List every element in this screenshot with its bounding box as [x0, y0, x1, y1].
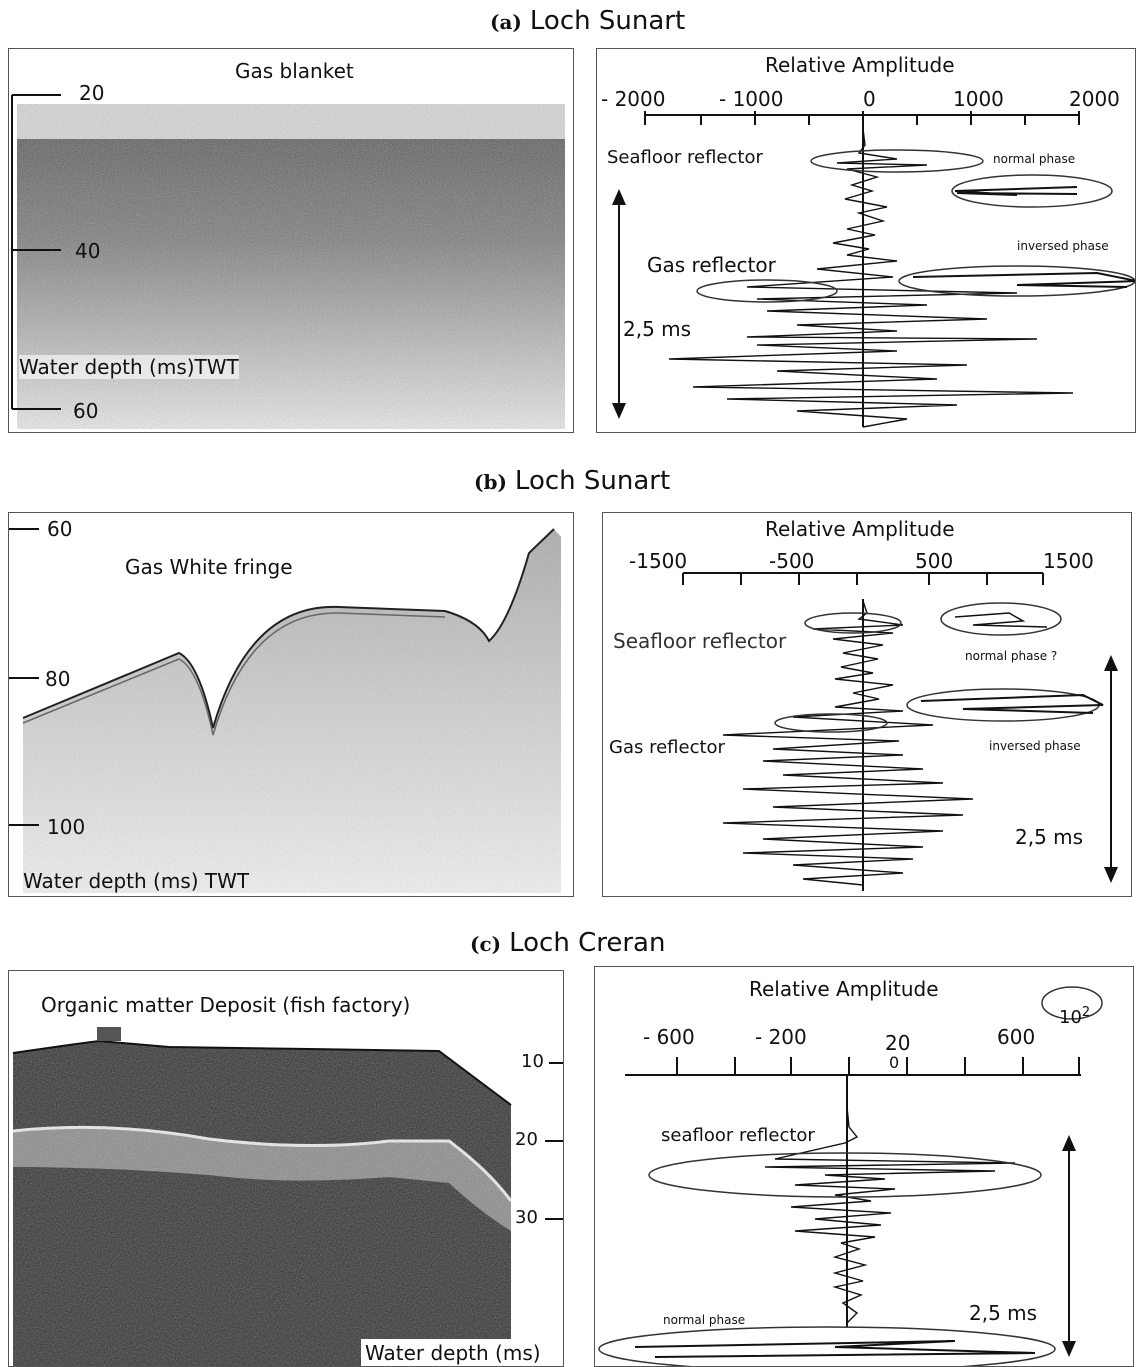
panel-a-amp-tick-5: 2000 — [1069, 87, 1120, 111]
panel-c-amp-tick-3: 20 — [885, 1031, 911, 1055]
panel-b-depth-axis-label: Water depth (ms) TWT — [23, 869, 250, 893]
panel-a-normal-phase-label: normal phase — [993, 152, 1076, 166]
panel-a-amp-tick-2: - 1000 — [719, 87, 784, 111]
panel-a-depth-tick-3: 60 — [73, 399, 99, 423]
panel-c-depth-tick-2: 20 — [515, 1129, 538, 1150]
panel-c-amp-tick-5: 600 — [997, 1025, 1036, 1049]
panel-a-amplitude-title: Relative Amplitude — [765, 53, 955, 77]
panel-a-letter: (a) — [490, 10, 522, 34]
panel-c-feature-label: Organic matter Deposit (fish factory) — [41, 993, 411, 1017]
panel-b-amplitude-graphic — [682, 572, 1118, 891]
panel-b-location: Loch Sunart — [514, 466, 671, 496]
panel-b-amp-tick-1: -1500 — [629, 549, 688, 573]
panel-b-depth-tick-1: 60 — [47, 517, 73, 541]
panel-c-amp-tick-4: 0 — [889, 1053, 900, 1072]
panel-b-amp-tick-4: 1500 — [1043, 549, 1094, 573]
panel-c-location: Loch Creran — [509, 928, 666, 958]
panel-a-amplitude-plot: Relative Amplitude - 2000 - 1000 0 1000 … — [596, 48, 1136, 433]
panel-c-amplitude-title: Relative Amplitude — [749, 977, 939, 1001]
panel-b-depth-tick-3: 100 — [47, 815, 86, 839]
panel-a-profile-image — [11, 94, 565, 429]
panel-c-amp-tick-2: - 200 — [755, 1025, 807, 1049]
panel-a-depth-tick-1: 20 — [79, 81, 105, 105]
panel-a-inversed-phase-label: inversed phase — [1017, 239, 1109, 253]
panel-a-gas-label: Gas reflector — [647, 253, 776, 277]
panel-c-amplitude-plot: Relative Amplitude 102 - 600 - 200 20 0 … — [594, 966, 1134, 1367]
panel-a-amplitude-graphic — [612, 111, 1135, 428]
panel-a-amp-tick-1: - 2000 — [601, 87, 666, 111]
panel-a-title: (a) Loch Sunart — [490, 6, 685, 36]
panel-c-scale-label: 102 — [1059, 1005, 1090, 1028]
panel-b-seismic-profile: 60 80 100 Gas White fringe Water depth (… — [8, 512, 574, 897]
panel-a-amp-tick-4: 1000 — [953, 87, 1004, 111]
panel-b-gas-label: Gas reflector — [609, 737, 725, 758]
panel-b-profile-image — [9, 528, 561, 893]
panel-a-amp-tick-3: 0 — [863, 87, 876, 111]
panel-c-depth-tick-1: 10 — [521, 1051, 544, 1072]
panel-c-seafloor-label: seafloor reflector — [661, 1125, 815, 1146]
panel-c-seismic-profile: Organic matter Deposit (fish factory) 10… — [8, 970, 564, 1367]
panel-b-amp-tick-3: 500 — [915, 549, 954, 573]
panel-b-seafloor-label: Seafloor reflector — [613, 629, 787, 653]
panel-b-normal-phase-label: normal phase ? — [965, 649, 1058, 663]
panel-a-location: Loch Sunart — [529, 6, 686, 36]
panel-b-amplitude-title: Relative Amplitude — [765, 517, 955, 541]
panel-a-feature-label: Gas blanket — [235, 59, 354, 83]
panel-b-time-scale-label: 2,5 ms — [1015, 825, 1084, 849]
panel-b-inversed-phase-label: inversed phase — [989, 739, 1081, 753]
panel-b-title: (b) Loch Sunart — [474, 466, 670, 496]
panel-a-seismic-profile: Gas blanket 20 40 60 Water depth (ms)TWT — [8, 48, 574, 433]
panel-c-depth-tick-3: 30 — [515, 1207, 538, 1228]
panel-c-normal-phase-label: normal phase — [663, 1313, 746, 1327]
panel-c-scale-base: 10 — [1059, 1007, 1082, 1028]
panel-b-feature-label: Gas White fringe — [125, 555, 293, 579]
panel-a-time-scale-label: 2,5 ms — [623, 317, 692, 341]
panel-c-depth-axis-label: Water depth (ms) — [365, 1341, 541, 1365]
panel-c-title: (c) Loch Creran — [470, 928, 665, 958]
panel-a-seafloor-label: Seafloor reflector — [607, 147, 763, 168]
panel-c-time-scale-label: 2,5 ms — [969, 1301, 1038, 1325]
panel-a-depth-axis-label: Water depth (ms)TWT — [19, 355, 239, 379]
panel-c-amp-tick-1: - 600 — [643, 1025, 695, 1049]
panel-b-letter: (b) — [474, 470, 507, 494]
panel-c-scale-exponent: 2 — [1081, 1005, 1091, 1020]
panel-b-depth-tick-2: 80 — [45, 667, 71, 691]
panel-c-letter: (c) — [470, 932, 502, 956]
panel-b-amplitude-plot: Relative Amplitude -1500 -500 500 1500 S… — [602, 512, 1132, 897]
panel-a-depth-tick-2: 40 — [75, 239, 101, 263]
panel-c-profile-image — [12, 1027, 563, 1366]
panel-b-amp-tick-2: -500 — [769, 549, 815, 573]
panel-c-amplitude-graphic — [598, 986, 1103, 1366]
